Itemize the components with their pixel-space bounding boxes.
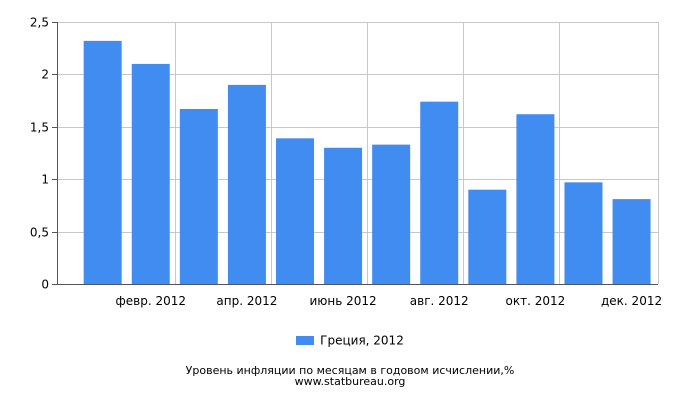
bar [227, 84, 266, 284]
legend-label: Греция, 2012 [320, 333, 404, 348]
bar [420, 101, 459, 284]
y-tick-label: 0 [41, 278, 49, 292]
x-tick-label: февр. 2012 [116, 294, 187, 308]
bar [372, 144, 411, 284]
legend-swatch [296, 336, 315, 345]
bar [83, 40, 122, 284]
source-caption: www.statbureau.org [294, 375, 406, 388]
bars [83, 40, 651, 284]
bar [516, 114, 555, 284]
bar [179, 108, 218, 284]
chart-caption: Уровень инфляции по месяцам в годовом ис… [185, 364, 515, 377]
x-tick-label: авг. 2012 [410, 294, 469, 308]
tick-labels: 0 0,5 1 1,5 2 2,5 февр. 2012 апр. 2012 июнь 2012… [30, 16, 662, 309]
x-tick-label: дек. 2012 [601, 294, 662, 308]
axes [52, 22, 658, 285]
bar [275, 138, 314, 284]
y-tick-label: 2 [41, 68, 49, 82]
x-tick-label: июнь 2012 [309, 294, 376, 308]
y-tick-label: 2,5 [30, 16, 49, 30]
bar [324, 147, 363, 284]
x-tick-label: апр. 2012 [216, 294, 277, 308]
bar [612, 199, 651, 284]
bar [564, 182, 603, 284]
legend: Греция, 2012 [0, 333, 700, 348]
y-tick-label: 1,5 [30, 121, 49, 135]
bar [131, 63, 170, 284]
y-tick-label: 1 [41, 173, 49, 187]
bar [468, 189, 507, 284]
y-tick-label: 0,5 [30, 226, 49, 240]
inflation-bar-chart: 0 0,5 1 1,5 2 2,5 февр. 2012 апр. 2012 июнь 2012… [30, 16, 662, 309]
x-tick-label: окт. 2012 [506, 294, 566, 308]
